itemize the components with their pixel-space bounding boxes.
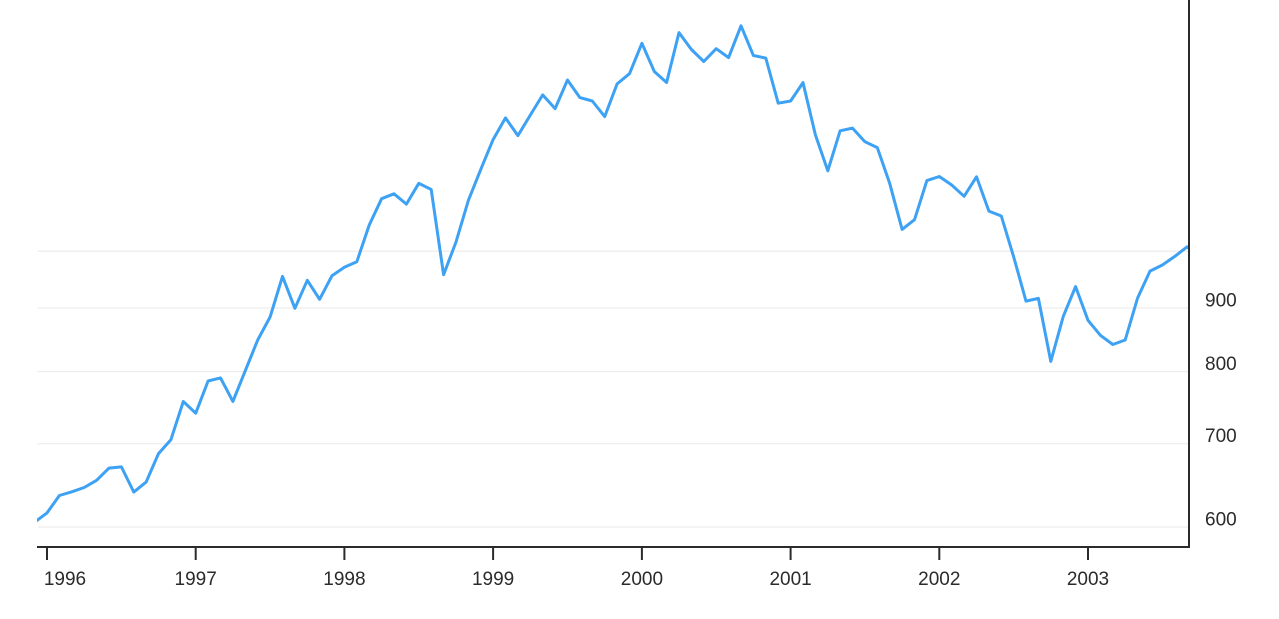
x-axis-label: 1999 bbox=[472, 569, 514, 590]
y-axis-label: 800 bbox=[1205, 354, 1237, 375]
x-axis-label: 1997 bbox=[175, 569, 217, 590]
y-axis-label: 700 bbox=[1205, 426, 1237, 447]
x-axis-label: 2001 bbox=[769, 569, 811, 590]
series-group bbox=[37, 24, 1190, 523]
y-gridlines bbox=[38, 250, 1189, 528]
y-axis-label: 900 bbox=[1205, 291, 1237, 312]
axes bbox=[37, 0, 1190, 548]
x-axis-label: 2002 bbox=[918, 569, 960, 590]
x-axis-label: 1996 bbox=[44, 569, 86, 590]
x-axis-label: 2000 bbox=[621, 569, 663, 590]
x-axis-label: 2003 bbox=[1067, 569, 1109, 590]
x-axis-labels: 1996 1997 1998 1999 2000 2001 2002 2003 bbox=[44, 569, 1109, 590]
y-axis-label: 600 bbox=[1205, 510, 1237, 531]
y-axis-labels: 600 700 800 900 bbox=[1205, 291, 1237, 531]
x-axis-label: 1998 bbox=[323, 569, 365, 590]
series-line bbox=[37, 24, 1190, 523]
x-axis-ticks bbox=[46, 547, 1089, 560]
